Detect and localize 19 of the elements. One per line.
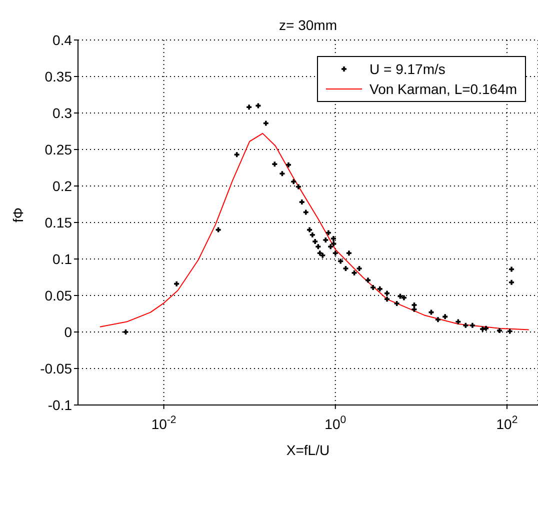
y-tick-label: 0.1 [52, 250, 72, 267]
y-axis-title: fΦ [10, 207, 26, 222]
y-tick-label: 0.15 [44, 214, 72, 230]
legend-label: Von Karman, L=0.164m [370, 81, 517, 97]
y-tick-label: 0.35 [44, 68, 72, 84]
y-tick-label: 0.4 [52, 32, 72, 48]
y-tick-label: -0.1 [48, 396, 72, 413]
x-axis-title: X=fL/U [286, 442, 330, 458]
y-tick-label: 0 [64, 324, 72, 340]
y-tick-label: 0.25 [44, 141, 72, 158]
x-tick-label: 10$^{0}$ [324, 414, 346, 432]
y-tick-label: 0.3 [52, 104, 72, 121]
x-tick-label: 10$^{2}$ [496, 414, 518, 432]
chart-title: z= 30mm [279, 17, 337, 33]
y-tick-label: 0.05 [44, 287, 72, 304]
legend-label: U = 9.17m/s [370, 61, 446, 77]
y-tick-label: -0.05 [40, 360, 72, 376]
x-tick-label: 10$^{-2}$ [151, 414, 176, 432]
y-tick-label: 0.2 [52, 178, 72, 194]
